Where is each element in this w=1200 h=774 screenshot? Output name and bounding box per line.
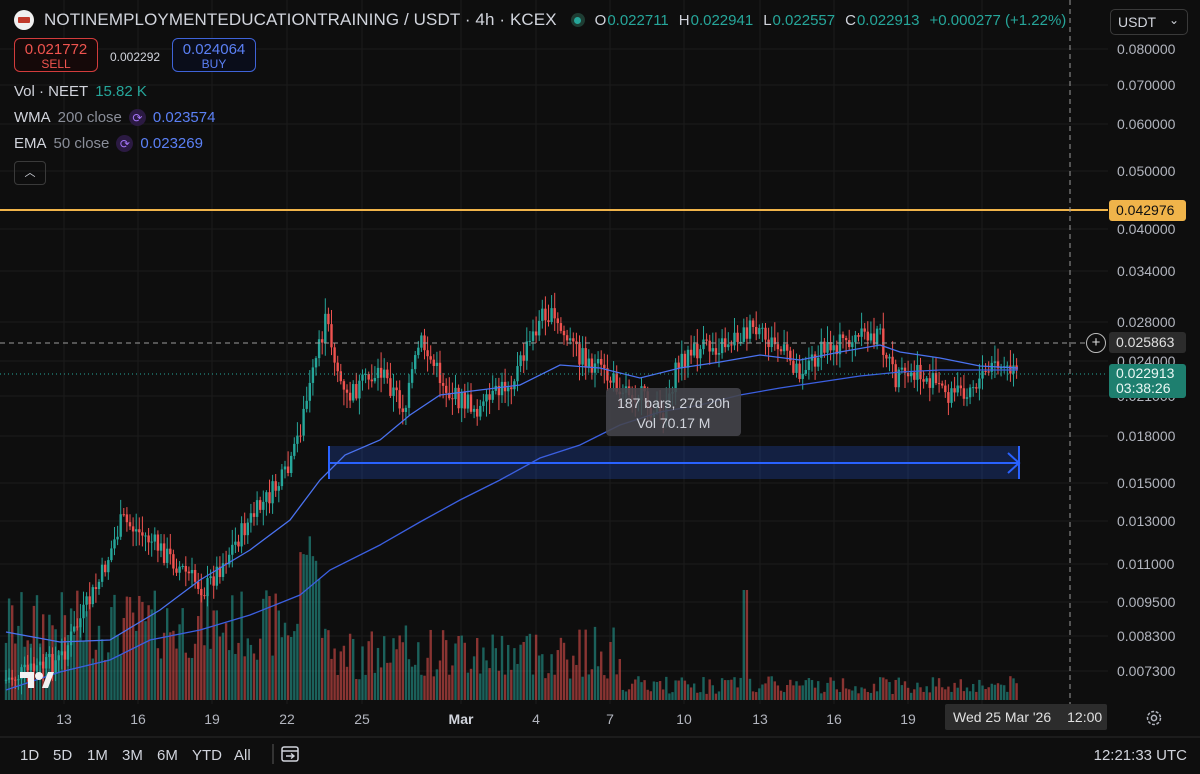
range-button[interactable]: 1M bbox=[87, 747, 108, 764]
crosshair-date: Wed 25 Mar '26 bbox=[953, 709, 1052, 725]
utc-clock[interactable]: 12:21:33 UTC bbox=[1093, 747, 1187, 764]
crosshair-hour: 12:00 bbox=[1067, 709, 1103, 725]
price-axis-label: 0.018000 bbox=[1117, 428, 1176, 444]
ohlc-values: O0.022711 H0.022941 L0.022557 C0.022913 … bbox=[595, 12, 1067, 29]
price-axis-label: 0.009500 bbox=[1117, 594, 1176, 610]
measure-volume: Vol 70.17 M bbox=[636, 415, 711, 431]
time-axis-label: 10 bbox=[676, 711, 692, 727]
volume-name: Vol · NEET bbox=[14, 83, 89, 100]
range-button[interactable]: All bbox=[234, 747, 251, 764]
price-axis-label: 0.040000 bbox=[1117, 221, 1176, 237]
symbol-title[interactable]: NOTINEMPLOYMENTEDUCATIONTRAINING / USDT … bbox=[44, 10, 557, 29]
range-button[interactable]: 6M bbox=[157, 747, 178, 764]
last-price-tag: 0.022913 03:38:26 bbox=[1109, 364, 1186, 398]
sell-label: SELL bbox=[41, 57, 71, 71]
price-axis-label: 0.034000 bbox=[1117, 263, 1176, 279]
ema-name: EMA bbox=[14, 135, 47, 152]
price-axis-label: 0.011000 bbox=[1117, 556, 1175, 572]
wma-value: 0.023574 bbox=[152, 109, 216, 126]
time-axis-label: 13 bbox=[56, 711, 72, 727]
volume-bars bbox=[4, 536, 1018, 700]
sell-button[interactable]: 0.021772 SELL bbox=[14, 38, 98, 72]
buy-price: 0.024064 bbox=[182, 41, 246, 58]
measure-arrowhead bbox=[1007, 452, 1021, 474]
time-axis-label: 7 bbox=[606, 711, 614, 727]
crosshair-time-tag: Wed 25 Mar '26 12:00 bbox=[945, 704, 1107, 730]
open-value: O0.022711 bbox=[594, 11, 669, 29]
time-axis-label: 13 bbox=[752, 711, 768, 727]
alert-price-tag[interactable]: 0.042976 bbox=[1109, 200, 1186, 221]
price-axis-label: 0.007300 bbox=[1117, 663, 1176, 679]
range-divider bbox=[272, 744, 274, 764]
price-axis-label: 0.013000 bbox=[1117, 513, 1176, 529]
time-axis-label: 4 bbox=[532, 711, 540, 727]
collapse-indicators-button[interactable]: ︿ bbox=[14, 161, 46, 185]
symbol-logo-icon[interactable] bbox=[14, 10, 34, 30]
measure-bars: 187 bars, 27d 20h bbox=[617, 395, 730, 411]
currency-value: USDT bbox=[1118, 14, 1157, 30]
chart-header: NOTINEMPLOYMENTEDUCATIONTRAINING / USDT … bbox=[14, 10, 1066, 30]
last-price: 0.022913 bbox=[1116, 365, 1175, 381]
time-axis-label: Mar bbox=[448, 711, 474, 727]
tradingview-logo[interactable] bbox=[20, 672, 54, 688]
indicator-ema[interactable]: EMA 50 close ⟳ 0.023269 bbox=[14, 135, 203, 152]
wma-200-line bbox=[5, 369, 1018, 691]
range-button[interactable]: 1D bbox=[20, 747, 40, 764]
spread-value: 0.002292 bbox=[110, 50, 161, 64]
high-value: H0.022941 bbox=[678, 11, 754, 29]
price-axis-label: 0.060000 bbox=[1117, 116, 1176, 132]
ema-params: 50 close bbox=[53, 135, 110, 152]
buy-label: BUY bbox=[201, 57, 227, 71]
chevron-down-icon: ⌄ bbox=[1168, 13, 1179, 27]
gear-icon[interactable] bbox=[1145, 709, 1163, 727]
measure-tooltip: 187 bars, 27d 20h Vol 70.17 M bbox=[606, 388, 741, 436]
market-status-icon[interactable] bbox=[570, 13, 585, 27]
calendar-range-icon[interactable] bbox=[280, 744, 300, 764]
price-axis-label: 0.080000 bbox=[1117, 41, 1176, 57]
chevron-up-icon: ︿ bbox=[24, 167, 36, 179]
range-button[interactable]: YTD bbox=[192, 747, 222, 764]
sell-price: 0.021772 bbox=[24, 41, 88, 58]
indicator-volume[interactable]: Vol · NEET 15.82 K bbox=[14, 83, 147, 100]
wma-name: WMA bbox=[14, 109, 51, 126]
range-button[interactable]: 5D bbox=[53, 747, 73, 764]
refresh-icon[interactable]: ⟳ bbox=[116, 135, 134, 152]
indicator-wma[interactable]: WMA 200 close ⟳ 0.023574 bbox=[14, 109, 215, 126]
time-axis-label: 19 bbox=[900, 711, 916, 727]
low-value: L0.022557 bbox=[763, 11, 836, 29]
refresh-icon[interactable]: ⟳ bbox=[128, 109, 146, 126]
ema-50-line bbox=[5, 344, 1019, 643]
crosshair-price-tag: 0.025863 bbox=[1109, 332, 1186, 353]
price-axis-label: 0.028000 bbox=[1117, 314, 1176, 330]
price-axis-label: 0.070000 bbox=[1117, 77, 1176, 93]
plus-circle-icon[interactable]: + bbox=[1086, 333, 1106, 353]
time-axis-label: 22 bbox=[279, 711, 295, 727]
price-axis-label: 0.015000 bbox=[1117, 475, 1176, 491]
wma-params: 200 close bbox=[57, 109, 122, 126]
close-value: C0.022913 bbox=[845, 11, 920, 29]
volume-value: 15.82 K bbox=[95, 83, 147, 100]
buy-button[interactable]: 0.024064 BUY bbox=[172, 38, 256, 72]
price-axis-label: 0.008300 bbox=[1117, 628, 1176, 644]
grid-lines bbox=[0, 0, 1108, 704]
price-axis-label: 0.050000 bbox=[1117, 163, 1176, 179]
time-axis-label: 25 bbox=[354, 711, 370, 727]
range-button[interactable]: 3M bbox=[122, 747, 143, 764]
change-value: +0.000277 (+1.22%) bbox=[929, 11, 1067, 29]
time-axis-label: 16 bbox=[826, 711, 842, 727]
ema-value: 0.023269 bbox=[140, 135, 203, 152]
candle-countdown: 03:38:26 bbox=[1116, 380, 1171, 396]
time-axis-label: 16 bbox=[130, 711, 146, 727]
time-axis-label: 19 bbox=[204, 711, 220, 727]
currency-select[interactable]: USDT ⌄ bbox=[1110, 9, 1188, 35]
